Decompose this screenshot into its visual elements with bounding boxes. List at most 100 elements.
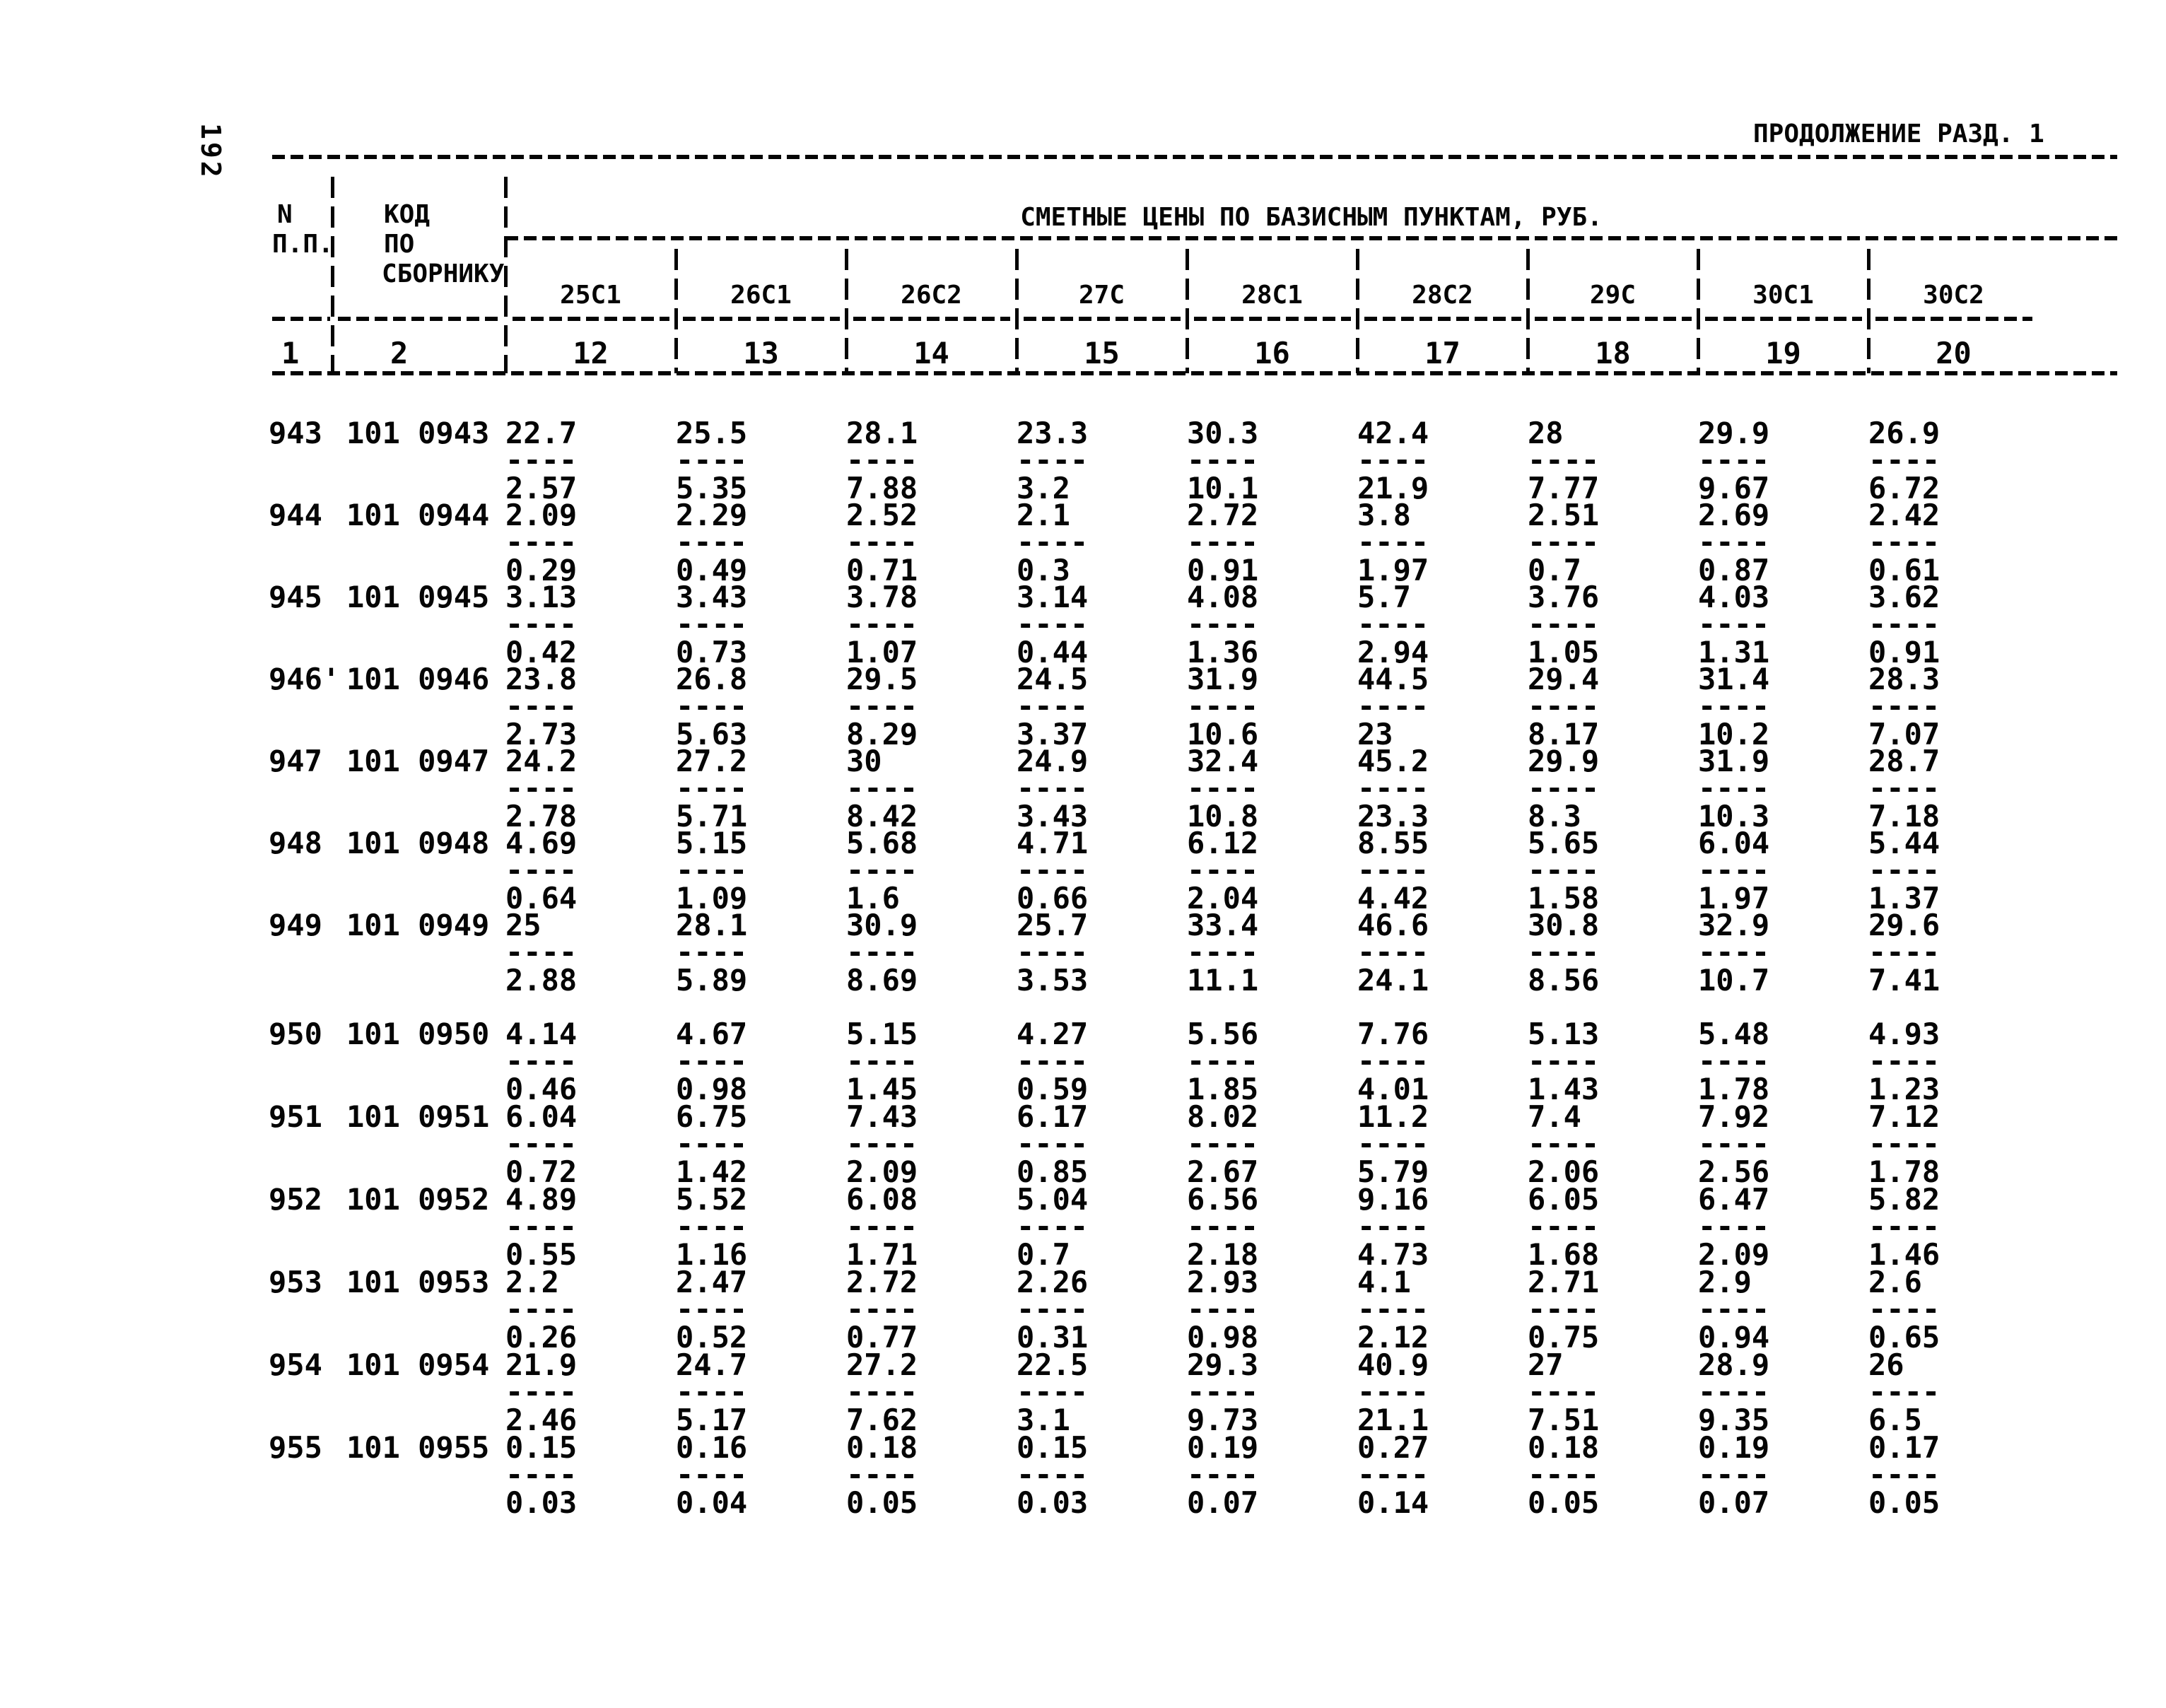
row-code: 101 0948 [346,826,490,860]
header-vertical-rule [845,249,848,373]
row-code: 101 0955 [346,1430,490,1465]
price-top-value: 30.8 [1528,908,1600,942]
row-id: 951 101 0951 [269,1102,505,1132]
fraction-separator: ---- [846,1457,918,1492]
price-top-value: 29.6 [1868,908,1940,942]
price-bottom-value: 9.73 [1187,1403,1259,1437]
price-bottom-value: 8.42 [846,799,918,833]
row-id [269,612,505,638]
price-top-value: 11.2 [1357,1099,1429,1134]
fraction-separator: ---- [1187,771,1259,805]
price-top-value: 7.92 [1698,1099,1770,1134]
price-top-value: 2.9 [1698,1265,1752,1299]
price-bottom-value: 0.14 [1357,1485,1429,1520]
price-column-label: 28С2 [1412,281,1473,310]
fraction-separator: ---- [1017,1292,1089,1326]
price-top-value: 6.75 [676,1099,748,1134]
header-vertical-rule [1356,249,1359,373]
price-top-value: 28.7 [1868,744,1940,778]
row-number: 944 [269,498,322,532]
row-code: 101 0954 [346,1347,490,1382]
price-top-value: 5.82 [1868,1182,1940,1217]
price-top-value: 27.2 [846,1347,918,1382]
price-top-value: 22.5 [1017,1347,1089,1382]
table-row: 943 101 0943 22.7 25.5 28.1 23.3 30.3 42.4 28 29.… [269,419,2039,503]
fraction-separator: ---- [1357,689,1429,723]
price-top-value: 8.02 [1187,1099,1259,1134]
price-top-value: 3.13 [505,580,578,614]
price-top-value: 0.18 [1528,1430,1600,1465]
price-bottom-value: 0.7 [1017,1237,1070,1272]
price-column-number: 15 [1084,336,1120,370]
fraction-separator: ---- [1187,525,1259,559]
price-top-value: 0.19 [1187,1430,1259,1465]
price-top-value: 26.8 [676,662,748,696]
price-bottom-value: 0.73 [676,635,748,669]
price-bottom-value: 0.71 [846,553,918,587]
price-bottom-value: 0.59 [1017,1072,1089,1106]
price-bottom-value: 2.18 [1187,1237,1259,1272]
fraction-separator: ---- [1528,1292,1600,1326]
fraction-separator: ---- [1187,1457,1259,1492]
row-number: 943 [269,416,322,450]
fraction-separator: ---- [1528,935,1600,969]
price-top-value: 0.15 [1017,1430,1089,1465]
fraction-separator: ---- [1017,853,1089,887]
header-col2-line1: КОД [384,200,431,229]
fraction-separator: ---- [1357,607,1429,641]
header-mid-rule [683,317,840,321]
row-id [269,1297,505,1323]
fraction-separator: ---- [1868,1292,1940,1326]
row-code: 101 0949 [346,908,490,942]
fraction-separator: ---- [676,443,748,477]
price-column-label: 27С [1078,281,1125,310]
fraction-separator: ---- [1698,1043,1770,1078]
price-top-value: 28.9 [1698,1347,1770,1382]
fraction-separator: ---- [846,1292,918,1326]
price-bottom-value: 0.55 [505,1237,578,1272]
fraction-separator: ---- [505,607,578,641]
price-bottom-value: 8.29 [846,717,918,751]
price-bottom-value: 6.5 [1868,1403,1922,1437]
price-bottom-value: 5.63 [676,717,748,751]
price-column-number: 18 [1595,336,1631,370]
header-vertical-rule [1015,249,1019,373]
col2-number: 2 [390,336,409,370]
price-bottom-value: 2.67 [1187,1154,1259,1189]
fraction-separator: ---- [1528,525,1600,559]
fraction-separator: ---- [676,1457,748,1492]
table-row: 952 101 0952 4.89 5.52 6.08 5.04 6.56 9.16 6.05 6… [269,1185,2039,1270]
fraction-separator: ---- [1698,1209,1770,1244]
price-bottom-value: 0.66 [1017,881,1089,916]
price-bottom-value: 0.61 [1868,553,1940,587]
price-bottom-value: 0.04 [676,1485,748,1520]
price-bottom-value: 1.46 [1868,1237,1940,1272]
price-bottom-value: 0.87 [1698,553,1770,587]
price-top-value: 24.7 [676,1347,748,1382]
price-bottom-value: 1.23 [1868,1072,1940,1106]
price-bottom-value: 2.06 [1528,1154,1600,1189]
price-bottom-value: 1.36 [1187,635,1259,669]
price-bottom-value: 0.7 [1528,553,1581,587]
price-top-value: 46.6 [1357,908,1429,942]
row-code: 101 0946 [346,662,490,696]
price-bottom-value: 4.42 [1357,881,1429,916]
header-col2-line2: ПО [384,230,415,259]
price-bottom-value: 10.2 [1698,717,1770,751]
fraction-separator: ---- [1187,935,1259,969]
fraction-separator: ---- [1698,443,1770,477]
price-bottom-value: 11.1 [1187,963,1259,998]
fraction-separator: ---- [1357,771,1429,805]
price-top-value: 4.71 [1017,826,1089,860]
price-top-value: 6.04 [505,1099,578,1134]
header-col2-line3: СБОРНИКУ [382,259,505,288]
price-top-value: 31.9 [1698,744,1770,778]
price-top-value: 2.93 [1187,1265,1259,1299]
fraction-separator: ---- [1187,853,1259,887]
fraction-separator: ---- [1528,1209,1600,1244]
price-bottom-value: 6.72 [1868,471,1940,505]
price-bottom-value: 5.17 [676,1403,748,1437]
row-id [269,1132,505,1157]
price-top-value: 42.4 [1357,416,1429,450]
price-bottom-value: 1.05 [1528,635,1600,669]
